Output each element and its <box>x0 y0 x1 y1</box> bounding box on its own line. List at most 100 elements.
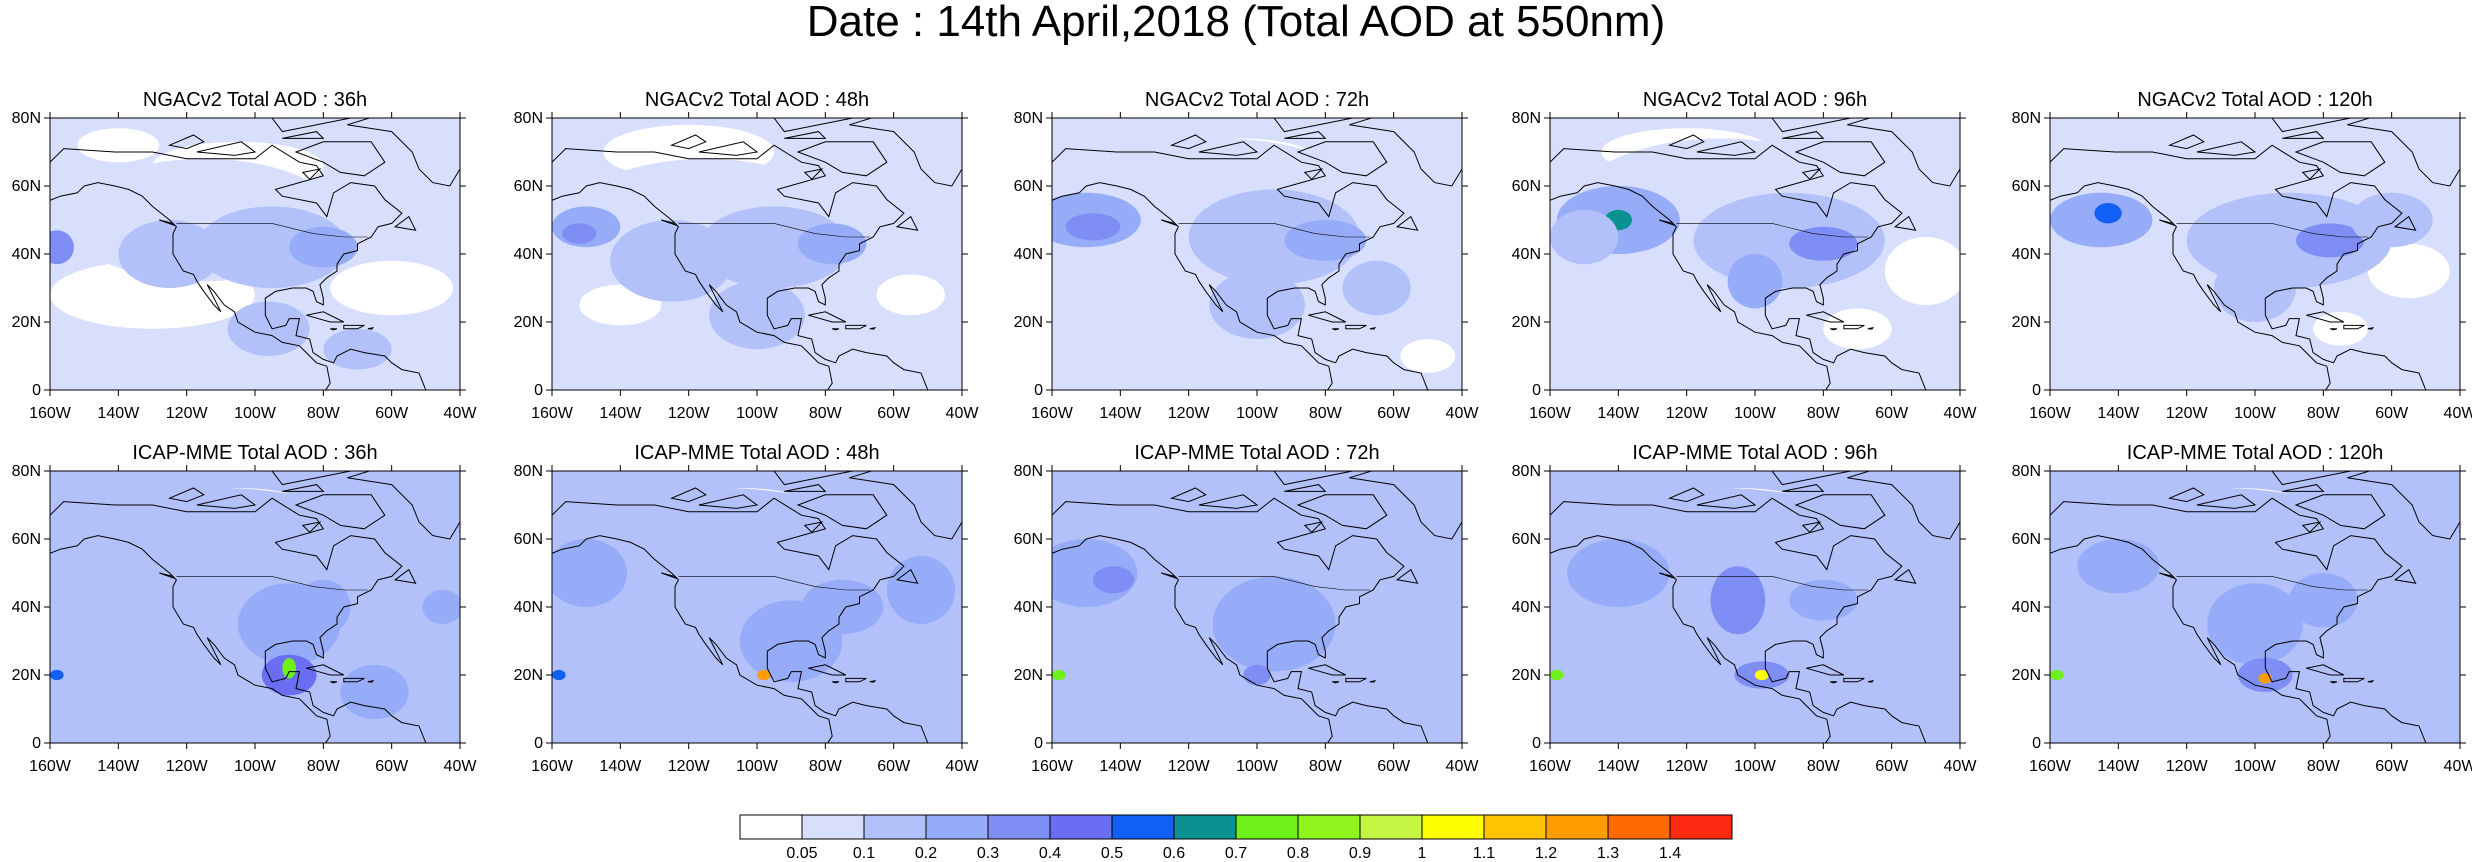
aod-field <box>1052 118 1462 390</box>
national-border <box>1178 576 1370 591</box>
coastline-puerto <box>1867 680 1875 683</box>
colorbar-swatch <box>801 814 865 840</box>
coastline-newfoundland <box>1893 568 1917 584</box>
colorbar-swatch <box>1669 814 1733 840</box>
aod-low-patch <box>1400 339 1456 373</box>
coastline-puerto <box>2367 327 2375 330</box>
coastline-america <box>50 144 460 390</box>
coastline-victoria <box>196 141 257 156</box>
aod-feature <box>709 281 805 350</box>
lon-label: 120W <box>166 758 209 775</box>
coastline-ellesmere <box>271 118 354 133</box>
coastline-baffin <box>2294 141 2386 177</box>
coastline-southampton <box>301 168 322 180</box>
aod-feature <box>1567 539 1670 607</box>
aod-feature <box>1065 213 1121 241</box>
map-panel-icap-120h: ICAP-MME Total AOD : 120h 80N 60N 40N 20N 0 1… <box>2000 441 2472 781</box>
lat-label: 0 <box>534 735 543 752</box>
colorbar-label: 0.05 <box>786 845 817 860</box>
colorbar-swatch <box>1235 814 1299 840</box>
coastline-puerto <box>869 680 877 683</box>
coastline-greenland <box>347 118 460 187</box>
aod-feature <box>1209 271 1305 339</box>
lon-label: 160W <box>1529 405 1572 422</box>
aod-feature <box>2296 223 2365 258</box>
colorbar-label: 1.2 <box>1535 845 1557 860</box>
colorbar-swatch <box>1111 814 1175 840</box>
aod-feature <box>2350 192 2433 248</box>
coastline-devon <box>2282 484 2325 492</box>
coastline-newfoundland <box>1395 215 1419 231</box>
coastline-vancouver <box>2159 219 2177 227</box>
aod-feature <box>323 328 392 370</box>
map-panel-ngac-36h: NGACv2 Total AOD : 36h 80N 60N 40N 20N 0 160W… <box>0 88 478 428</box>
aod-map: 80N 60N 40N 20N 0 160W 140W 120W 100W 80W 60W 40W <box>1512 110 1978 422</box>
aod-feature <box>282 658 296 679</box>
aod-field <box>552 471 962 743</box>
aod-feature <box>552 669 566 681</box>
lon-label: 40W <box>1944 405 1978 422</box>
lon-label: 40W <box>1446 405 1480 422</box>
coastline-victoria <box>1198 141 1259 156</box>
colorbar-label: 0.7 <box>1225 845 1247 860</box>
lat-label: 80N <box>2012 463 2041 480</box>
colorbar-label: 0.1 <box>853 845 875 860</box>
map-panel-icap-48h: ICAP-MME Total AOD : 48h 80N 60N 40N 20N 0 16… <box>502 441 980 781</box>
coastline-victoria <box>1198 494 1259 509</box>
coastline-vancouver <box>1659 572 1677 580</box>
lon-label: 140W <box>1597 758 1640 775</box>
national-border <box>176 576 368 591</box>
map-panel-ngac-96h: NGACv2 Total AOD : 96h 80N 60N 40N 20N 0 160W… <box>1500 88 1978 428</box>
coastline-devon <box>1284 131 1327 139</box>
lat-label: 80N <box>12 463 41 480</box>
lat-label: 40N <box>12 599 41 616</box>
lat-label: 80N <box>1014 110 1043 127</box>
colorbar-swatch <box>739 814 803 840</box>
aod-low-patch <box>2313 311 2368 346</box>
lon-label: 80W <box>307 758 341 775</box>
lon-label: 140W <box>599 405 642 422</box>
lat-label: 20N <box>514 667 543 684</box>
aod-map: 80N 60N 40N 20N 0 160W 140W 120W 100W 80W 60W 40W <box>2012 110 2472 422</box>
coastline-banks <box>167 487 205 503</box>
panel-title: ICAP-MME Total AOD : 96h <box>1632 442 1878 464</box>
lon-label: 80W <box>809 405 843 422</box>
coastline-baffin <box>796 494 888 530</box>
lon-label: 160W <box>1529 758 1572 775</box>
coastline-jamaica <box>2330 681 2338 684</box>
coastline-greenland <box>849 118 962 187</box>
aod-feature <box>1243 664 1271 686</box>
coastline-puerto <box>2367 680 2375 683</box>
colorbar-swatch <box>1421 814 1485 840</box>
aod-feature <box>2050 669 2064 681</box>
lon-label: 40W <box>1944 758 1978 775</box>
coastline-banks <box>1667 134 1705 150</box>
coastline-baffin <box>294 141 386 177</box>
coastline-vancouver <box>1161 219 1179 227</box>
lon-label: 120W <box>2166 758 2209 775</box>
coastline-puerto <box>1369 327 1377 330</box>
coastline-jamaica <box>1332 681 1340 684</box>
coastline-southampton <box>1801 168 1822 180</box>
colorbar-label: 1.3 <box>1597 845 1619 860</box>
coastline-ellesmere <box>1771 118 1854 133</box>
lat-label: 0 <box>2032 735 2041 752</box>
aod-map: 80N 60N 40N 20N 0 160W 140W 120W 100W 80W 60W 40W <box>2012 463 2472 775</box>
coastline-puerto <box>1369 680 1377 683</box>
lat-label: 40N <box>1014 246 1043 263</box>
lat-label: 20N <box>1512 314 1541 331</box>
coastline-banks <box>1169 134 1207 150</box>
lat-label: 80N <box>1512 110 1541 127</box>
lon-label: 60W <box>1377 758 1411 775</box>
lon-label: 100W <box>234 758 277 775</box>
colorbar-label: 0.5 <box>1101 845 1123 860</box>
aod-map: 80N 60N 40N 20N 0 160W 140W 120W 100W 80W 60W 40W <box>1014 463 1480 775</box>
aod-feature <box>2207 583 2303 665</box>
coastline-southampton <box>1303 168 1324 180</box>
lon-label: 120W <box>1168 405 1211 422</box>
lon-label: 120W <box>2166 405 2209 422</box>
lat-label: 20N <box>514 314 543 331</box>
aod-map: 80N 60N 40N 20N 0 160W 140W 120W 100W 80W 60W 40W <box>514 110 980 422</box>
lon-label: 140W <box>2097 405 2140 422</box>
lon-label: 120W <box>1666 758 1709 775</box>
